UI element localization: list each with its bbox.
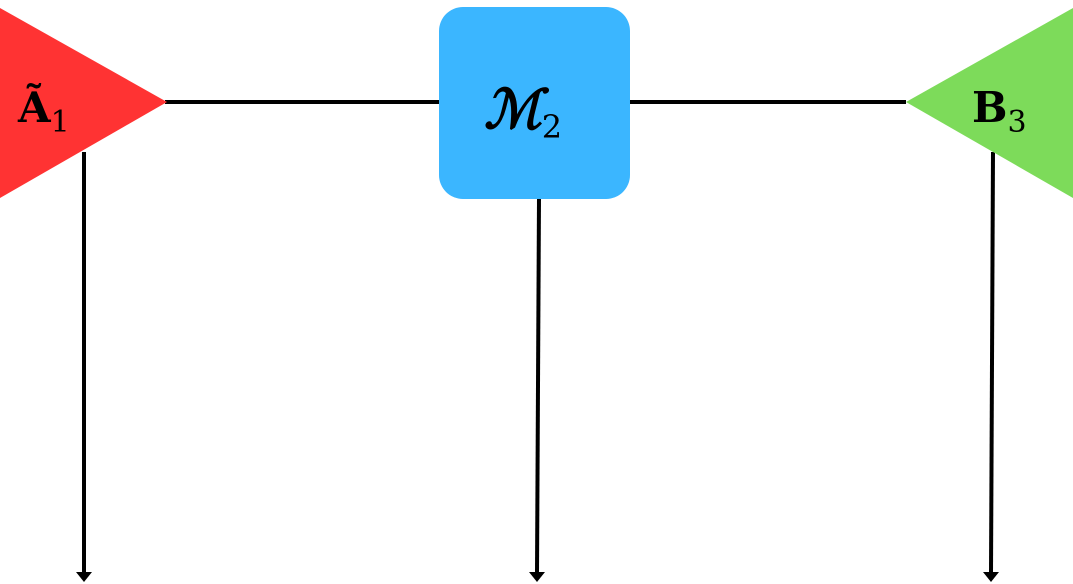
- node-a1-label-main: Ã: [17, 82, 52, 132]
- node-b3-label: B3: [972, 83, 1027, 140]
- node-m2-label: ℳ2: [484, 77, 562, 146]
- node-m2-box: [439, 7, 630, 199]
- node-m2-label-main: ℳ: [484, 77, 550, 141]
- node-a1-label: Ã1: [17, 82, 70, 140]
- node-a1-label-sub: 1: [51, 105, 70, 140]
- node-m2-label-sub: 2: [542, 108, 562, 146]
- node-b3-label-main: B: [972, 83, 1008, 132]
- node-b3-label-sub: 3: [1008, 105, 1027, 140]
- node-a1-triangle: [0, 8, 167, 198]
- node-b3-triangle: [906, 8, 1073, 198]
- arrowhead-b3: [983, 572, 999, 582]
- arrowhead-a1: [76, 572, 92, 582]
- leg-b3: [989, 151, 995, 573]
- arrowhead-m2: [529, 572, 545, 582]
- leg-m2: [535, 197, 541, 573]
